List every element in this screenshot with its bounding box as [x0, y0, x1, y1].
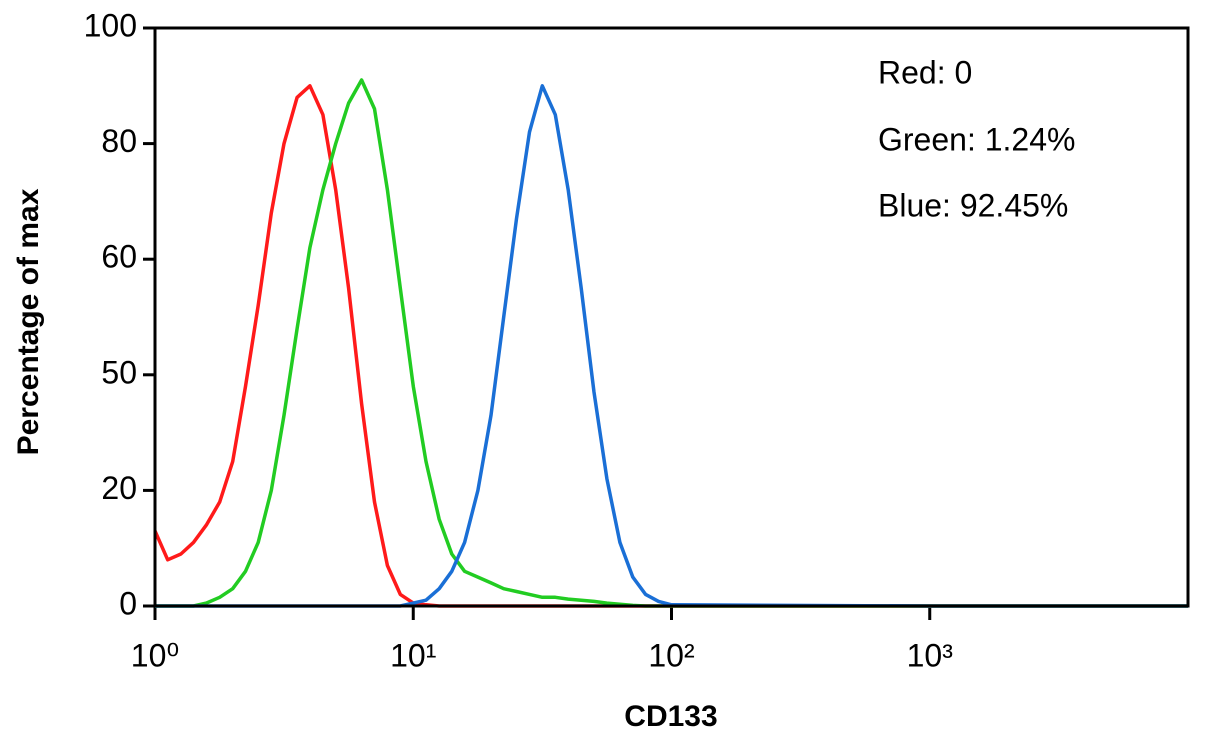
x-tick-label: 10³	[907, 637, 954, 673]
annotation: Red: 0	[878, 54, 972, 90]
annotation: Green: 1.24%	[878, 121, 1075, 157]
x-axis-label: CD133	[624, 700, 717, 733]
y-tick-label: 80	[101, 123, 137, 159]
annotation: Blue: 92.45%	[878, 187, 1068, 223]
y-tick-label: 20	[101, 470, 137, 506]
histogram-line	[153, 84, 1188, 608]
plot-frame	[153, 26, 1190, 608]
y-tick-label: 100	[84, 7, 137, 43]
x-tick-label: 10¹	[390, 637, 436, 673]
y-tick-label: 0	[119, 585, 137, 621]
histogram-line	[155, 78, 1188, 608]
x-tick-label: 10⁰	[131, 637, 179, 673]
y-tick-label: 60	[101, 239, 137, 275]
y-tick-label: 50	[101, 354, 137, 390]
x-tick-label: 10²	[648, 637, 695, 673]
histogram-line	[155, 84, 1188, 608]
y-axis-label: Percentage of max	[12, 188, 45, 455]
